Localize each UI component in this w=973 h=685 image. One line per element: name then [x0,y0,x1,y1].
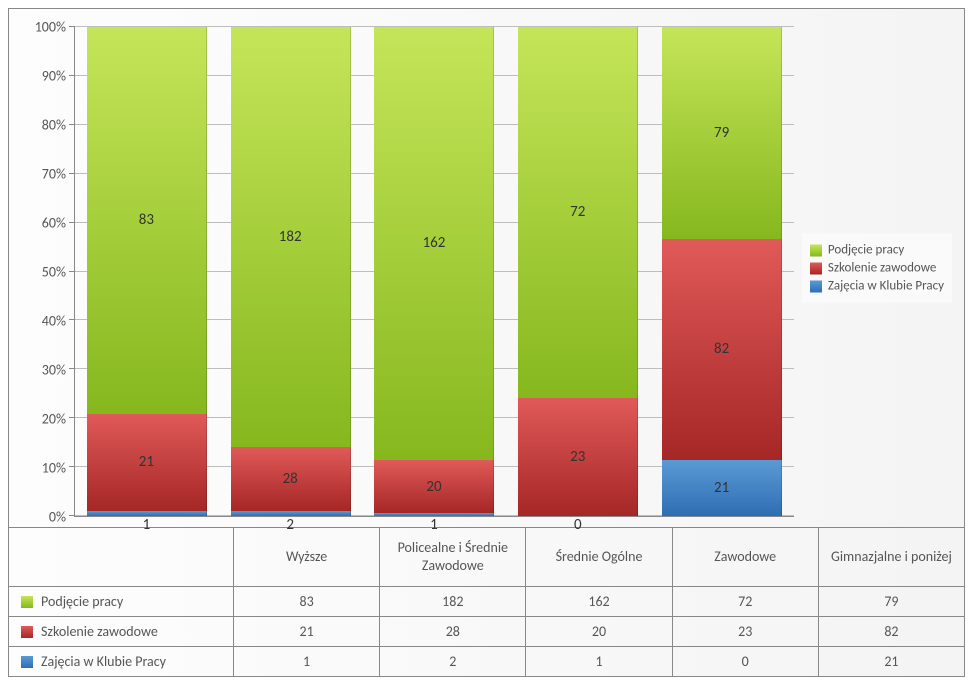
bar-segment-label: 82 [662,340,781,358]
table-row-label: Zajęcia w Klubie Pracy [9,647,234,676]
table-header-blank [9,528,234,586]
bar-column: 83 21 1 [87,27,207,516]
bar-segment-zajecia: 2 [231,511,351,516]
table-cell: 83 [234,587,380,616]
table-row: Zajęcia w Klubie Pracy121021 [9,647,964,676]
table-cell: 21 [819,647,964,676]
table-cell: 82 [819,617,964,646]
table-cell: 182 [380,587,526,616]
legend-item: Szkolenie zawodowe [810,261,944,276]
plot: 8321118228216220172230798221 [74,27,794,517]
legend-label: Zajęcia w Klubie Pracy [828,279,944,294]
y-tick-label: 60% [42,215,66,232]
table-cell: 20 [526,617,672,646]
bar-segment-label: 79 [662,124,781,142]
chart-plot-area: 0%10%20%30%40%50%60%70%80%90%100% 832111… [9,9,964,527]
bar-column: 79 82 21 [662,27,782,516]
table-swatch [21,626,33,638]
bar-segment-podjecie: 182 [231,27,351,447]
chart-container: 0%10%20%30%40%50%60%70%80%90%100% 832111… [8,8,965,677]
bar-segment-podjecie: 162 [374,27,494,460]
bar-segment-zajecia: 1 [87,511,207,516]
y-tick-label: 40% [42,313,66,330]
bar-segment-label: 20 [374,478,493,496]
bar-segment-label: 182 [231,228,350,246]
table-row-label: Szkolenie zawodowe [9,617,234,646]
table-cell: 79 [819,587,964,616]
legend-item: Zajęcia w Klubie Pracy [810,279,944,294]
bars-group: 8321118228216220172230798221 [75,27,794,516]
bar-segment-szkolenie: 20 [374,460,494,513]
bar-column: 182 28 2 [231,27,351,516]
table-cell: 0 [673,647,819,676]
legend: Podjęcie pracy Szkolenie zawodowe Zajęcia … [802,234,952,303]
table-cell: 23 [673,617,819,646]
table-cell: 2 [380,647,526,676]
table-cell: 72 [673,587,819,616]
table-cell: 162 [526,587,672,616]
legend-label: Podjęcie pracy [828,243,904,258]
table-cell: 21 [234,617,380,646]
table-cell: 1 [234,647,380,676]
bar-segment-podjecie: 79 [662,27,782,239]
bar-segment-label: 162 [374,234,493,252]
table-category-header: Średnie Ogólne [526,528,672,586]
y-tick-label: 70% [42,166,66,183]
table-cell: 1 [526,647,672,676]
table-header-row: WyższePolicealne i Średnie ZawodoweŚredn… [9,528,964,587]
legend-label: Szkolenie zawodowe [828,261,936,276]
table-row-label: Podjęcie pracy [9,587,234,616]
y-tick-label: 50% [42,264,66,281]
bar-segment-label: 21 [87,453,206,471]
legend-item: Podjęcie pracy [810,243,944,258]
bar-segment-szkolenie: 82 [662,239,782,459]
bar-segment-zajecia: 21 [662,460,782,516]
bar-segment-szkolenie: 21 [87,414,207,512]
table-series-name: Podjęcie pracy [41,593,123,610]
y-tick-label: 90% [42,68,66,85]
table-series-name: Zajęcia w Klubie Pracy [41,653,166,670]
table-cell: 28 [380,617,526,646]
y-tick-label: 80% [42,117,66,134]
bar-segment-label: 72 [518,203,637,221]
bar-segment-podjecie: 83 [87,27,207,414]
y-tick-label: 10% [42,460,66,477]
data-table: WyższePolicealne i Średnie ZawodoweŚredn… [9,527,964,676]
y-tick-label: 0% [49,509,66,526]
bar-segment-zajecia: 1 [374,513,494,516]
bar-segment-label: 28 [231,470,350,488]
bar-column: 72230 [518,27,638,516]
bar-segment-podjecie: 72 [518,27,638,398]
bar-column: 162 20 1 [374,27,494,516]
y-tick-label: 20% [42,411,66,428]
legend-swatch [810,280,822,292]
bar-segment-szkolenie: 23 [518,398,638,516]
table-series-name: Szkolenie zawodowe [41,623,158,640]
bar-segment-szkolenie: 28 [231,447,351,512]
table-category-header: Policealne i Średnie Zawodowe [380,528,526,586]
y-tick-label: 30% [42,362,66,379]
table-category-header: Wyższe [234,528,380,586]
y-tick-label: 100% [35,19,66,36]
bar-segment-label: 23 [518,448,637,466]
table-category-header: Zawodowe [673,528,819,586]
table-swatch [21,596,33,608]
table-row: Szkolenie zawodowe 2128202382 [9,617,964,647]
bar-segment-label: 21 [662,479,781,497]
y-axis: 0%10%20%30%40%50%60%70%80%90%100% [19,27,74,517]
table-swatch [21,656,33,668]
table-category-header: Gimnazjalne i poniżej [819,528,964,586]
table-row: Podjęcie pracy 831821627279 [9,587,964,617]
legend-swatch [810,262,822,274]
legend-swatch [810,244,822,256]
bar-segment-label: 83 [87,211,206,229]
